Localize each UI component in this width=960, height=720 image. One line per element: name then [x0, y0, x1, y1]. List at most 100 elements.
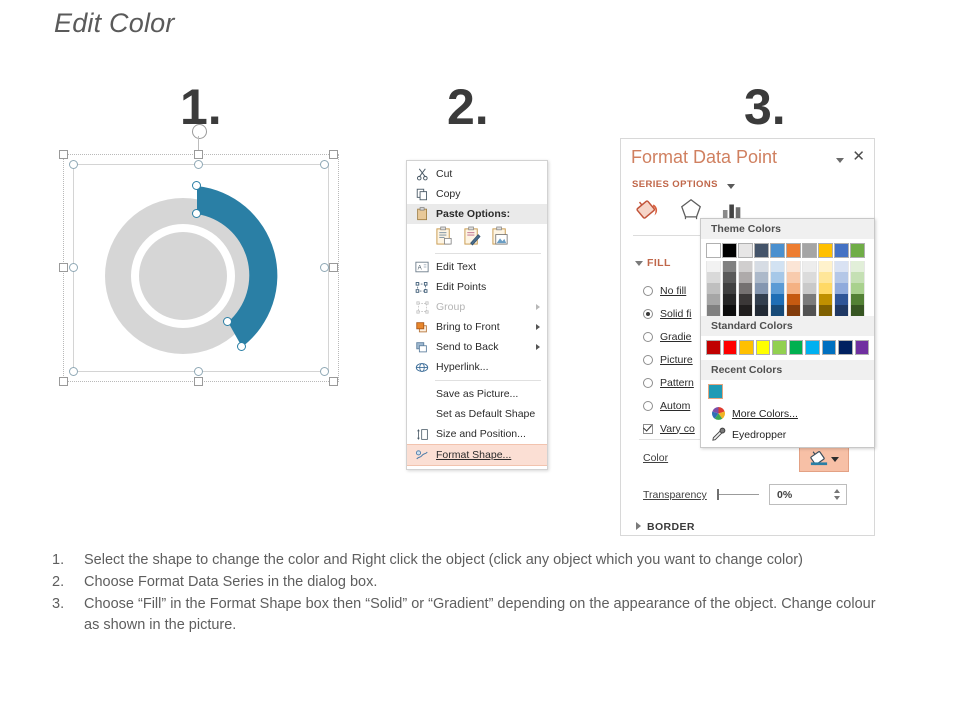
resize-handle-e[interactable] [329, 263, 338, 272]
donut-chart[interactable] [85, 164, 309, 372]
inner-handle-e[interactable] [320, 263, 329, 272]
theme-color-variant-swatch[interactable] [818, 305, 833, 316]
theme-color-variant-swatch[interactable] [802, 261, 817, 272]
theme-color-variant-swatch[interactable] [706, 283, 721, 294]
inner-handle-nw[interactable] [69, 160, 78, 169]
resize-handle-nw[interactable] [59, 150, 68, 159]
radio-option-pattern-fill[interactable]: Pattern [643, 371, 763, 394]
theme-color-variant-swatch[interactable] [722, 305, 737, 316]
theme-color-variant-swatch[interactable] [818, 283, 833, 294]
inner-handle-n[interactable] [194, 160, 203, 169]
standard-color-swatch[interactable] [788, 340, 803, 355]
fill-options-list[interactable]: No fill Solid fi Gradie Picture Pattern … [643, 279, 763, 440]
theme-color-variant-swatch[interactable] [850, 294, 865, 305]
theme-color-variant-swatch[interactable] [834, 261, 849, 272]
theme-color-variant-swatch[interactable] [770, 261, 785, 272]
menu-item-bring-to-front[interactable]: Bring to Front [407, 317, 547, 337]
radio-option-no-fill[interactable]: No fill [643, 279, 763, 302]
theme-color-variant-swatch[interactable] [850, 305, 865, 316]
theme-color-variant-swatch[interactable] [722, 272, 737, 283]
theme-color-swatch[interactable] [722, 243, 737, 258]
menu-item-size-and-position[interactable]: Size and Position... [407, 424, 547, 444]
theme-color-column[interactable] [786, 243, 801, 316]
theme-color-column[interactable] [834, 243, 849, 316]
radio-icon[interactable] [643, 400, 653, 411]
theme-color-variant-swatch[interactable] [754, 283, 769, 294]
segment-handle-outer-end[interactable] [237, 342, 246, 351]
menu-item-format-shape[interactable]: Format Shape... [407, 444, 547, 466]
menu-item-set-as-default-shape[interactable]: Set as Default Shape [407, 404, 547, 424]
series-options-chevron-down-icon[interactable] [727, 184, 735, 189]
inner-handle-s[interactable] [194, 367, 203, 376]
theme-color-swatch[interactable] [706, 243, 721, 258]
segment-handle-inner-end[interactable] [223, 317, 232, 326]
menu-item-cut[interactable]: Cut [407, 164, 547, 184]
pane-tab-bar[interactable] [635, 197, 745, 226]
paste-keep-text-only-icon[interactable] [463, 226, 482, 246]
theme-color-variant-swatch[interactable] [706, 261, 721, 272]
fill-section-header[interactable]: FILL [647, 257, 671, 269]
theme-color-variant-swatch[interactable] [802, 283, 817, 294]
theme-color-variant-swatch[interactable] [754, 261, 769, 272]
theme-color-variant-swatch[interactable] [738, 294, 753, 305]
standard-color-swatch[interactable] [805, 340, 820, 355]
theme-color-swatch[interactable] [786, 243, 801, 258]
theme-color-swatch[interactable] [770, 243, 785, 258]
context-menu[interactable]: Cut Copy Paste Options: [406, 160, 548, 470]
standard-color-swatch[interactable] [739, 340, 754, 355]
menu-item-save-as-picture[interactable]: Save as Picture... [407, 384, 547, 404]
theme-color-variant-swatch[interactable] [818, 261, 833, 272]
theme-color-variant-swatch[interactable] [818, 294, 833, 305]
inner-handle-ne[interactable] [320, 160, 329, 169]
theme-color-variant-swatch[interactable] [834, 283, 849, 294]
theme-color-variant-swatch[interactable] [786, 305, 801, 316]
theme-color-variant-swatch[interactable] [786, 272, 801, 283]
checkbox-vary-colors[interactable]: Vary co [643, 417, 763, 440]
radio-option-gradient-fill[interactable]: Gradie [643, 325, 763, 348]
series-options-label[interactable]: SERIES OPTIONS [632, 179, 718, 190]
fill-bucket-icon[interactable] [635, 197, 661, 226]
menu-item-copy[interactable]: Copy [407, 184, 547, 204]
menu-item-hyperlink[interactable]: Hyperlink... [407, 357, 547, 377]
resize-handle-ne[interactable] [329, 150, 338, 159]
theme-color-swatch[interactable] [850, 243, 865, 258]
resize-handle-se[interactable] [329, 377, 338, 386]
transparency-slider-knob[interactable] [717, 489, 719, 500]
fill-expand-triangle-icon[interactable] [635, 261, 643, 266]
theme-color-variant-swatch[interactable] [706, 272, 721, 283]
resize-handle-n[interactable] [194, 150, 203, 159]
theme-color-swatch[interactable] [802, 243, 817, 258]
chevron-down-icon[interactable] [836, 158, 844, 163]
theme-color-variant-swatch[interactable] [738, 283, 753, 294]
theme-color-variant-swatch[interactable] [834, 294, 849, 305]
standard-color-swatch[interactable] [821, 340, 836, 355]
eyedropper-item[interactable]: Eyedropper [701, 424, 874, 445]
theme-color-variant-swatch[interactable] [738, 272, 753, 283]
inner-handle-sw[interactable] [69, 367, 78, 376]
radio-icon[interactable] [643, 285, 653, 296]
theme-color-swatch[interactable] [754, 243, 769, 258]
standard-color-swatch[interactable] [755, 340, 770, 355]
transparency-slider-track[interactable] [719, 494, 759, 495]
theme-color-variant-swatch[interactable] [786, 283, 801, 294]
selected-shape-canvas[interactable] [57, 124, 345, 388]
stepper-down-icon[interactable] [834, 496, 840, 500]
theme-color-variant-swatch[interactable] [818, 272, 833, 283]
transparency-input[interactable]: 0% [769, 484, 847, 505]
stepper-up-icon[interactable] [834, 489, 840, 493]
theme-color-column[interactable] [802, 243, 817, 316]
theme-color-column[interactable] [754, 243, 769, 316]
theme-color-variant-swatch[interactable] [834, 272, 849, 283]
transparency-stepper[interactable] [834, 489, 840, 500]
theme-color-column[interactable] [706, 243, 721, 316]
theme-color-column[interactable] [738, 243, 753, 316]
inner-handle-se[interactable] [320, 367, 329, 376]
menu-item-edit-points[interactable]: Edit Points [407, 277, 547, 297]
theme-color-variant-swatch[interactable] [706, 294, 721, 305]
radio-option-automatic[interactable]: Autom [643, 394, 763, 417]
chevron-down-icon[interactable] [831, 457, 839, 462]
theme-color-variant-swatch[interactable] [850, 261, 865, 272]
theme-color-swatch[interactable] [738, 243, 753, 258]
theme-color-variant-swatch[interactable] [754, 294, 769, 305]
theme-color-variant-swatch[interactable] [706, 305, 721, 316]
